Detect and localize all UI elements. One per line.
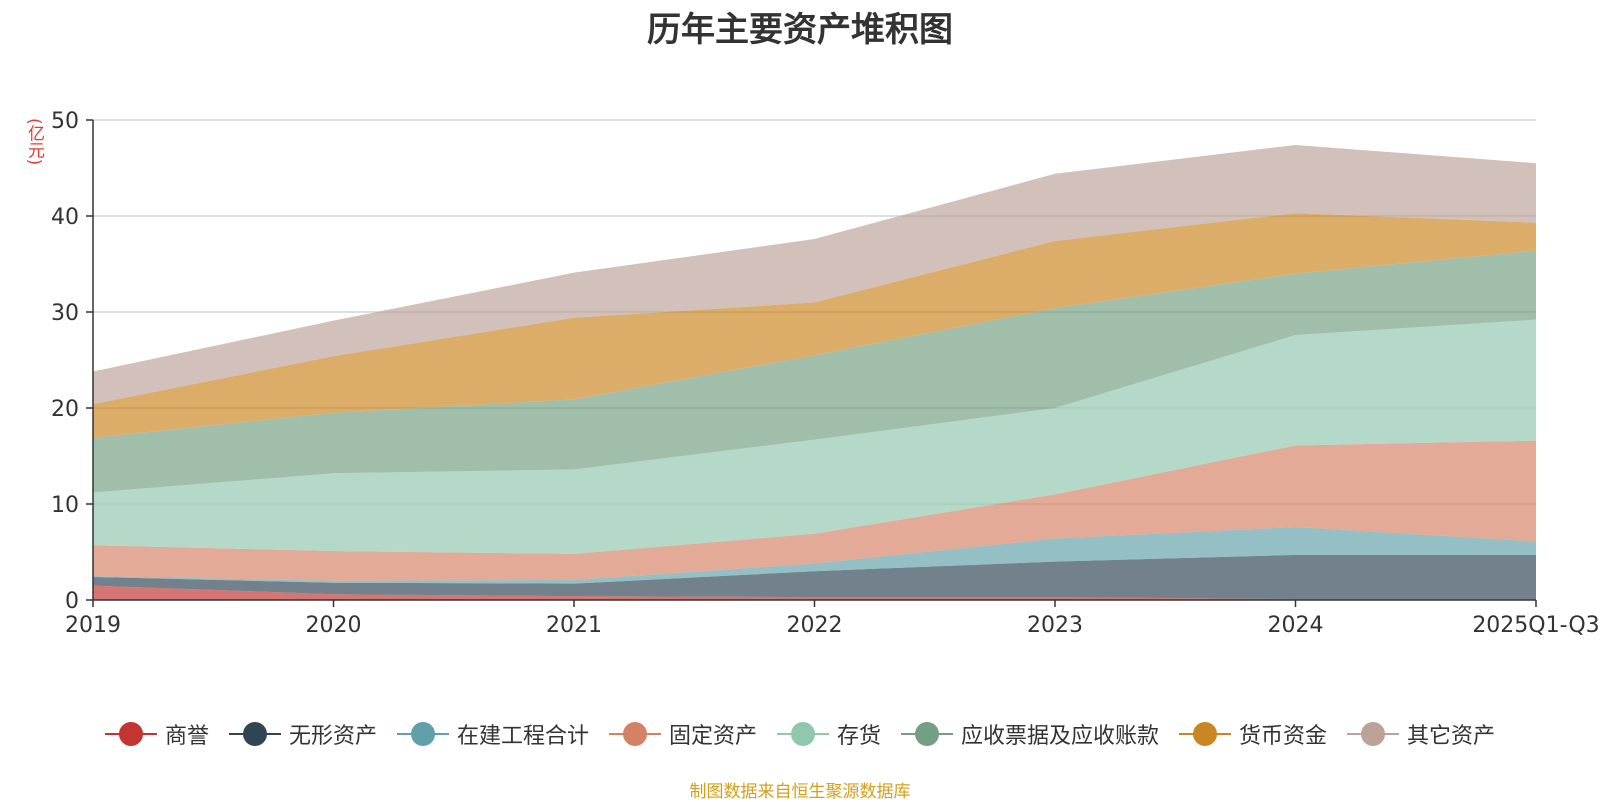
- legend: 商誉 无形资产 在建工程合计 固定资产 存货 应收票据及应收账款 货币资金 其它资产: [0, 718, 1600, 750]
- legend-label: 其它资产: [1407, 724, 1496, 749]
- legend-label: 固定资产: [668, 724, 757, 749]
- legend-swatch: [777, 722, 829, 746]
- area-series-2: [93, 527, 1536, 584]
- axes: 0 10 20 30 40 50 2019 2020 2021 2022 2023 2024 2025Q…: [51, 109, 1600, 638]
- y-tick-label: 50: [51, 109, 79, 134]
- legend-swatch: [901, 722, 954, 746]
- x-tick-label: 2025Q1-Q3: [1472, 613, 1599, 638]
- legend-label: 无形资产: [288, 724, 377, 749]
- legend-swatch: [396, 722, 449, 746]
- x-tick-label: 2021: [546, 613, 602, 638]
- x-tick-label: 2024: [1268, 613, 1324, 638]
- legend-label: 存货: [837, 724, 882, 749]
- legend-item[interactable]: 货币资金: [1179, 718, 1327, 750]
- y-tick-label: 10: [51, 493, 79, 518]
- y-axis-unit-label: (亿元): [24, 118, 44, 166]
- legend-item[interactable]: 商誉: [104, 718, 209, 750]
- legend-item[interactable]: 在建工程合计: [396, 718, 589, 750]
- legend-swatch: [104, 722, 157, 746]
- area-series-7: [93, 144, 1536, 405]
- area-series-5: [93, 250, 1536, 493]
- legend-swatch: [608, 722, 661, 746]
- legend-item[interactable]: 存货: [777, 718, 881, 750]
- legend-swatch: [228, 722, 281, 746]
- y-tick-label: 20: [51, 397, 79, 422]
- legend-item[interactable]: 固定资产: [608, 718, 757, 750]
- x-tick-label: 2020: [306, 613, 362, 638]
- area-series-6: [93, 213, 1536, 438]
- legend-label: 商誉: [164, 724, 209, 749]
- area-series-3: [93, 440, 1536, 581]
- area-series-4: [93, 319, 1536, 554]
- x-tick-label: 2022: [787, 613, 843, 638]
- legend-swatch: [1347, 722, 1400, 746]
- y-tick-label: 30: [51, 301, 79, 326]
- y-tick-label: 0: [65, 589, 79, 614]
- legend-item[interactable]: 其它资产: [1347, 718, 1495, 750]
- area-series-0: [93, 585, 1536, 600]
- legend-item[interactable]: 无形资产: [228, 718, 377, 750]
- area-series: [93, 144, 1536, 600]
- legend-label: 应收票据及应收账款: [961, 724, 1160, 749]
- source-note: 制图数据来自恒生聚源数据库: [689, 782, 911, 802]
- chart-title: 历年主要资产堆积图: [647, 10, 953, 50]
- y-tick-label: 40: [51, 205, 79, 230]
- legend-label: 货币资金: [1239, 724, 1328, 749]
- x-tick-label: 2019: [65, 613, 121, 638]
- legend-item[interactable]: 应收票据及应收账款: [901, 718, 1159, 750]
- legend-label: 在建工程合计: [456, 724, 589, 749]
- x-tick-label: 2023: [1027, 613, 1083, 638]
- area-series-1: [93, 554, 1536, 600]
- legend-swatch: [1179, 722, 1232, 746]
